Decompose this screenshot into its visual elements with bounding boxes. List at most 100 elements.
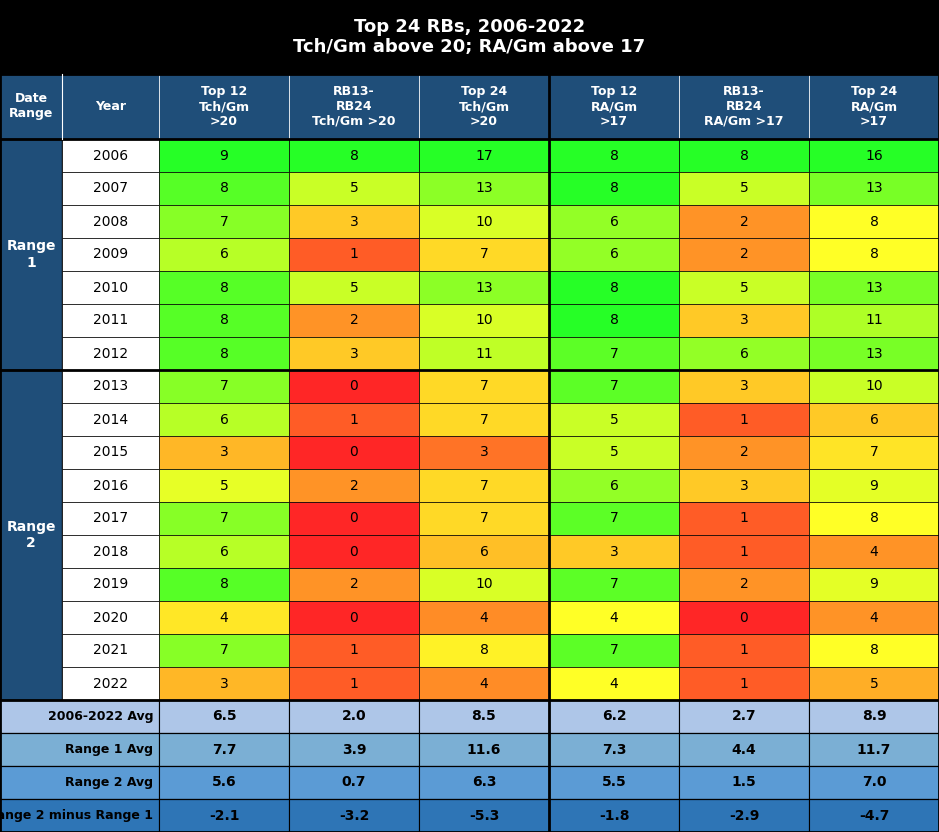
- Text: 1: 1: [349, 676, 359, 691]
- Bar: [159, 370, 289, 403]
- Text: 3: 3: [609, 544, 619, 558]
- Bar: [62, 568, 159, 601]
- Text: 7.0: 7.0: [862, 775, 886, 790]
- Bar: [549, 601, 679, 634]
- Bar: [809, 733, 939, 766]
- Bar: [419, 469, 549, 502]
- Text: 3.9: 3.9: [342, 742, 366, 756]
- Bar: [679, 766, 809, 799]
- Text: Top 12
RA/Gm
>17: Top 12 RA/Gm >17: [591, 85, 638, 128]
- Text: 4: 4: [870, 611, 878, 625]
- Bar: [62, 205, 159, 238]
- Text: 4: 4: [609, 676, 619, 691]
- Bar: [419, 502, 549, 535]
- Text: 3: 3: [349, 215, 359, 229]
- Bar: [549, 733, 679, 766]
- Text: Range 2 Avg: Range 2 Avg: [65, 776, 153, 789]
- Bar: [419, 766, 549, 799]
- Text: 1: 1: [740, 544, 748, 558]
- Bar: [809, 502, 939, 535]
- Text: 2: 2: [740, 247, 748, 261]
- Text: 5: 5: [870, 676, 878, 691]
- Bar: [679, 172, 809, 205]
- Text: 1: 1: [349, 247, 359, 261]
- Bar: [62, 370, 159, 403]
- Text: 1.5: 1.5: [731, 775, 757, 790]
- Bar: [679, 205, 809, 238]
- Text: 4.4: 4.4: [731, 742, 757, 756]
- Bar: [679, 238, 809, 271]
- Text: -1.8: -1.8: [599, 809, 629, 823]
- Text: 1: 1: [740, 512, 748, 526]
- Text: 10: 10: [475, 215, 493, 229]
- Text: Range
2: Range 2: [7, 520, 55, 550]
- Bar: [159, 469, 289, 502]
- Bar: [549, 502, 679, 535]
- Bar: [549, 337, 679, 370]
- Text: 17: 17: [475, 148, 493, 162]
- Bar: [679, 634, 809, 667]
- Bar: [62, 502, 159, 535]
- Bar: [419, 535, 549, 568]
- Bar: [809, 436, 939, 469]
- Text: 2006: 2006: [93, 148, 128, 162]
- Bar: [809, 205, 939, 238]
- Bar: [679, 436, 809, 469]
- Text: 2: 2: [740, 577, 748, 592]
- Text: 2022: 2022: [93, 676, 128, 691]
- Bar: [62, 667, 159, 700]
- Text: 11.7: 11.7: [856, 742, 891, 756]
- Bar: [159, 205, 289, 238]
- Bar: [679, 304, 809, 337]
- Text: 2: 2: [349, 478, 359, 493]
- Text: 7: 7: [220, 215, 228, 229]
- Bar: [809, 535, 939, 568]
- Bar: [289, 337, 419, 370]
- Text: 1: 1: [740, 676, 748, 691]
- Text: 6.3: 6.3: [471, 775, 496, 790]
- Text: 8: 8: [220, 346, 228, 360]
- Text: 6: 6: [740, 346, 748, 360]
- Bar: [679, 469, 809, 502]
- Text: 2014: 2014: [93, 413, 128, 427]
- Bar: [289, 271, 419, 304]
- Bar: [62, 403, 159, 436]
- Text: 0: 0: [349, 544, 359, 558]
- Text: Range 1 Avg: Range 1 Avg: [65, 743, 153, 756]
- Text: 3: 3: [220, 445, 228, 459]
- Bar: [62, 634, 159, 667]
- Bar: [679, 535, 809, 568]
- Text: 8: 8: [220, 181, 228, 196]
- Text: 13: 13: [865, 280, 883, 295]
- Bar: [419, 733, 549, 766]
- Bar: [0, 0, 939, 74]
- Bar: [549, 172, 679, 205]
- Bar: [159, 139, 289, 172]
- Bar: [419, 436, 549, 469]
- Text: 8: 8: [480, 643, 488, 657]
- Bar: [0, 799, 159, 832]
- Bar: [679, 601, 809, 634]
- Text: 0: 0: [349, 512, 359, 526]
- Text: 2019: 2019: [93, 577, 128, 592]
- Text: 7: 7: [609, 512, 619, 526]
- Bar: [679, 799, 809, 832]
- Bar: [62, 337, 159, 370]
- Bar: [159, 337, 289, 370]
- Bar: [0, 139, 62, 370]
- Text: 2: 2: [740, 215, 748, 229]
- Bar: [419, 74, 549, 139]
- Text: 13: 13: [865, 346, 883, 360]
- Bar: [549, 568, 679, 601]
- Text: 3: 3: [740, 379, 748, 394]
- Text: 8.9: 8.9: [862, 710, 886, 724]
- Bar: [62, 74, 159, 139]
- Text: 3: 3: [349, 346, 359, 360]
- Text: 6: 6: [870, 413, 879, 427]
- Text: Year: Year: [95, 100, 126, 113]
- Text: 2020: 2020: [93, 611, 128, 625]
- Text: 8: 8: [609, 314, 619, 328]
- Text: 6: 6: [609, 247, 619, 261]
- Bar: [419, 139, 549, 172]
- Text: 7: 7: [480, 379, 488, 394]
